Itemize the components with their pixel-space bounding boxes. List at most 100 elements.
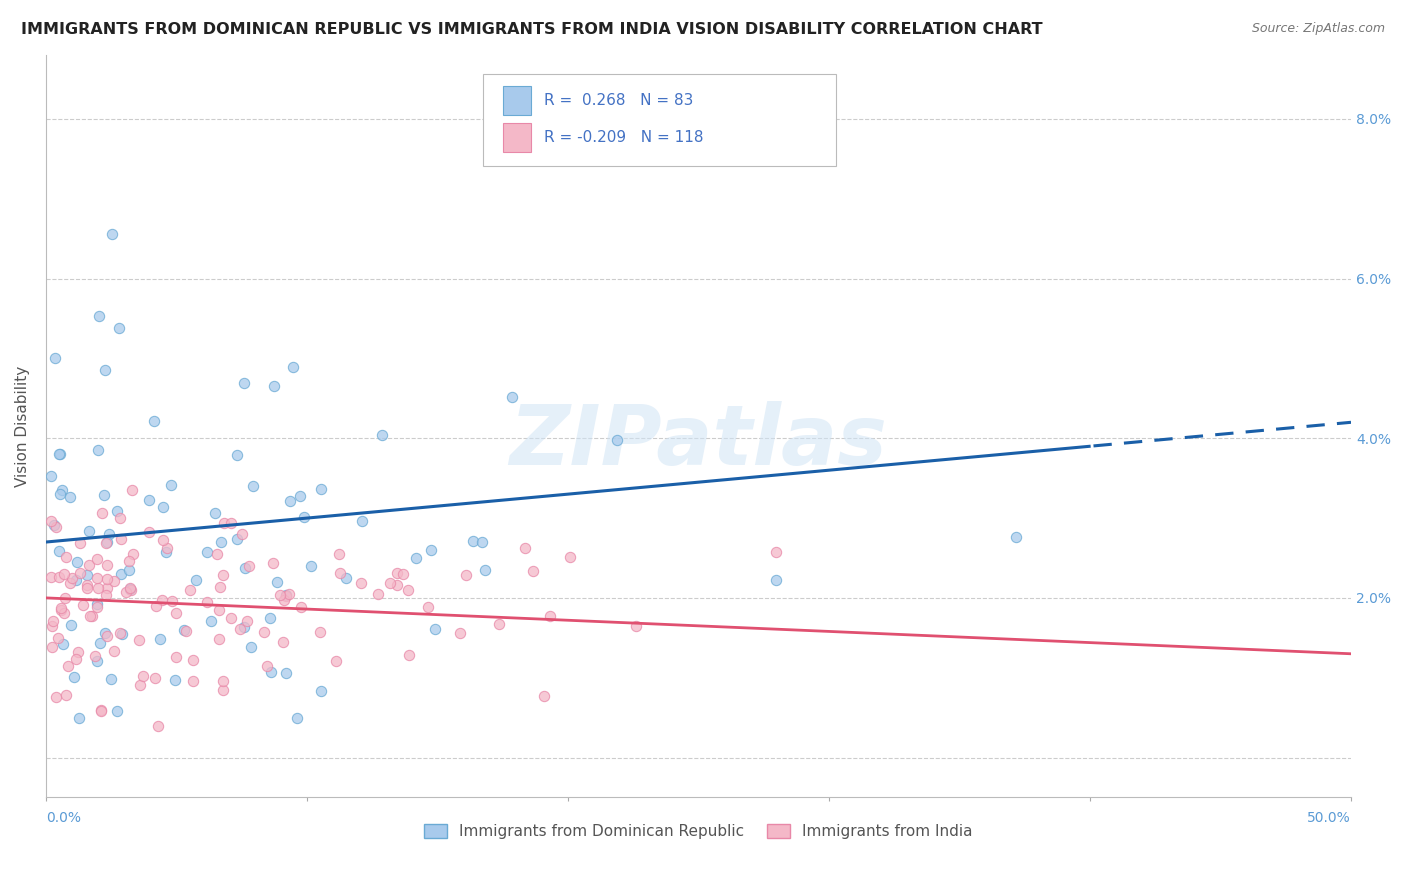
Point [371, 427, 394, 442]
Point [96, 588, 118, 602]
Point [66, 645, 89, 659]
Text: R =  0.268   N = 83: R = 0.268 N = 83 [544, 93, 695, 108]
Point [65, 573, 87, 587]
Point [89, 636, 111, 650]
Point [96, 535, 118, 549]
Point [209, 535, 232, 549]
Point [165, 606, 187, 620]
Point [148, 632, 170, 646]
Point [183, 673, 205, 688]
Point [233, 376, 256, 390]
Point [606, 433, 628, 447]
Point [110, 626, 132, 640]
Point [59, 618, 82, 632]
Point [120, 582, 142, 596]
Point [195, 595, 218, 609]
Point [53, 591, 76, 606]
Point [502, 390, 524, 404]
Point [93, 488, 115, 502]
Point [263, 379, 285, 393]
Point [51, 483, 73, 497]
Point [46, 631, 69, 645]
Point [392, 567, 415, 582]
Point [155, 545, 177, 559]
Point [236, 614, 259, 628]
Point [96, 572, 118, 586]
Point [174, 624, 197, 639]
Point [283, 360, 305, 375]
Point [60, 571, 83, 585]
Point [538, 609, 561, 624]
Point [59, 490, 82, 504]
Point [271, 634, 294, 648]
Point [132, 668, 155, 682]
Point [96, 629, 118, 643]
Point [311, 683, 333, 698]
Point [231, 527, 253, 541]
Point [42, 518, 65, 533]
Point [148, 718, 170, 732]
Point [143, 415, 166, 429]
Text: Source: ZipAtlas.com: Source: ZipAtlas.com [1251, 22, 1385, 36]
Point [86, 552, 108, 566]
Point [765, 545, 787, 559]
Point [90, 704, 112, 718]
Point [533, 689, 555, 703]
Point [118, 563, 141, 577]
Point [145, 599, 167, 613]
Point [219, 611, 242, 625]
Point [160, 478, 183, 492]
Point [100, 672, 122, 686]
Point [110, 532, 132, 546]
Point [96, 581, 118, 595]
Point [86, 597, 108, 611]
Point [110, 510, 132, 524]
Point [212, 568, 235, 582]
Point [184, 573, 207, 587]
Point [232, 619, 254, 633]
Point [350, 576, 373, 591]
Point [173, 623, 195, 637]
Point [72, 599, 94, 613]
Point [208, 603, 231, 617]
Point [179, 582, 201, 597]
Point [145, 671, 167, 685]
Point [385, 566, 408, 581]
Point [41, 619, 63, 633]
Point [278, 587, 301, 601]
Point [55, 688, 77, 702]
Point [48, 544, 70, 558]
Point [165, 673, 187, 688]
Point [44, 351, 66, 365]
Point [226, 449, 249, 463]
Point [69, 566, 91, 580]
Point [76, 577, 98, 591]
Point [378, 576, 401, 591]
Point [765, 574, 787, 588]
Text: IMMIGRANTS FROM DOMINICAN REPUBLIC VS IMMIGRANTS FROM INDIA VISION DISABILITY CO: IMMIGRANTS FROM DOMINICAN REPUBLIC VS IM… [21, 22, 1043, 37]
Point [105, 704, 128, 718]
Text: 0.0%: 0.0% [46, 811, 82, 825]
Point [52, 637, 75, 651]
Point [285, 711, 308, 725]
Point [260, 665, 283, 679]
Point [195, 545, 218, 559]
Point [42, 614, 65, 628]
Point [204, 506, 226, 520]
Point [299, 559, 322, 574]
Point [276, 589, 298, 603]
Point [53, 566, 76, 581]
Text: ZIPatlas: ZIPatlas [509, 401, 887, 482]
Text: R = -0.209   N = 118: R = -0.209 N = 118 [544, 130, 704, 145]
Point [262, 556, 284, 570]
Point [240, 640, 263, 654]
Point [87, 443, 110, 458]
Point [86, 571, 108, 585]
Point [103, 574, 125, 588]
Point [160, 593, 183, 607]
Point [48, 447, 70, 461]
Point [79, 608, 101, 623]
Point [86, 655, 108, 669]
FancyBboxPatch shape [503, 123, 531, 152]
Point [91, 506, 114, 520]
